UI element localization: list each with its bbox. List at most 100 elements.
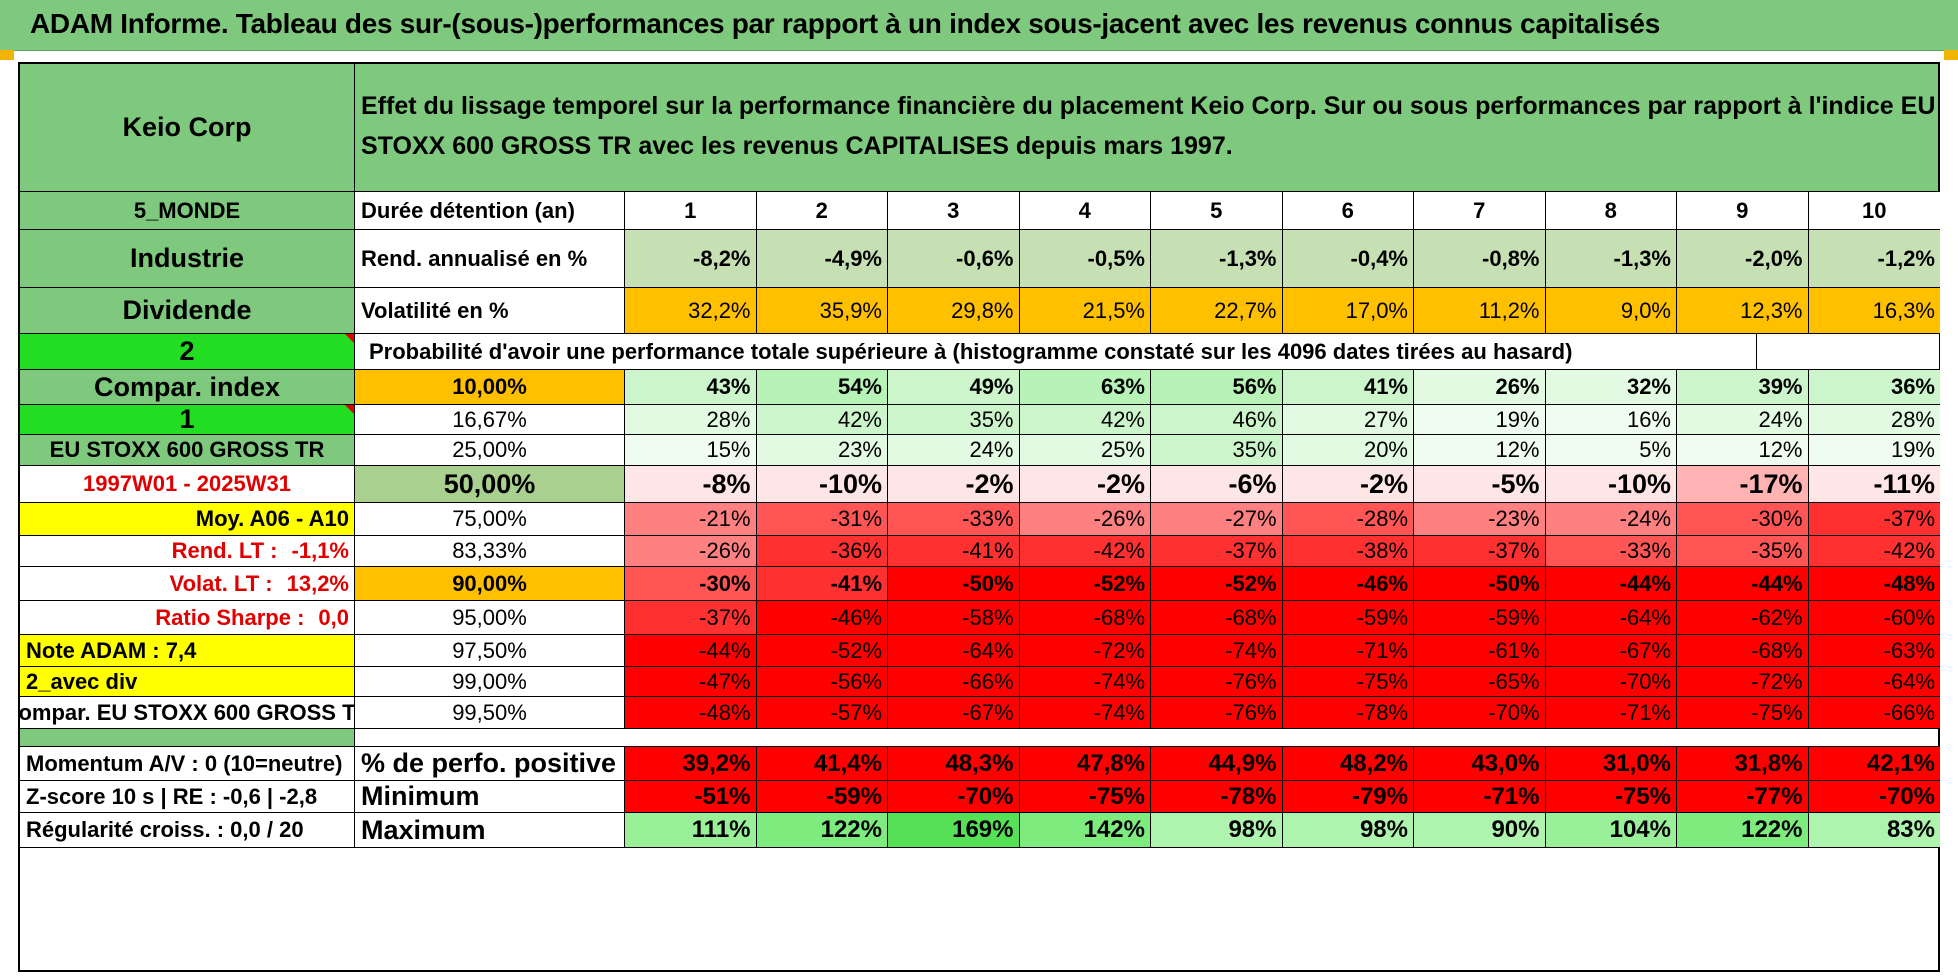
probability-value: 46%	[1151, 405, 1283, 435]
threshold-value: 90,00%	[355, 567, 625, 601]
rend-value: -8,2%	[625, 230, 757, 288]
probability-value: -44%	[1545, 567, 1677, 601]
probability-value: -66%	[888, 667, 1020, 697]
compar-full-label: Compar. EU STOXX 600 GROSS TR	[20, 697, 355, 729]
year-header: 4	[1019, 192, 1151, 230]
probability-value: 41%	[1282, 370, 1414, 405]
probability-value: -74%	[1151, 635, 1283, 667]
probability-value: 19%	[1414, 405, 1546, 435]
avec-div-label: 2_avec div	[20, 667, 355, 697]
year-header: 5	[1151, 192, 1283, 230]
probability-value: 16%	[1545, 405, 1677, 435]
probability-value: 28%	[625, 405, 757, 435]
title-bar: ADAM Informe. Tableau des sur-(sous-)per…	[0, 0, 1958, 51]
probability-value: 32%	[1545, 370, 1677, 405]
maximum-value: 122%	[756, 813, 888, 848]
probability-value: 24%	[888, 435, 1020, 466]
volatility-value: 9,0%	[1545, 288, 1677, 334]
row-label-minimum: Minimum	[355, 781, 625, 813]
row-label-vol: Volatilité en %	[355, 288, 625, 334]
rend-value: -0,5%	[1019, 230, 1151, 288]
year-header: 6	[1282, 192, 1414, 230]
pct-positive-value: 39,2%	[625, 747, 757, 781]
sharpe-ratio-label: Ratio Sharpe :	[155, 604, 305, 630]
probability-value: -71%	[1545, 697, 1677, 729]
note-adam: Note ADAM : 7,4	[20, 635, 355, 667]
volatility-value: 32,2%	[625, 288, 757, 334]
volatility-value: 35,9%	[756, 288, 888, 334]
probability-value: -30%	[625, 567, 757, 601]
year-header: 7	[1414, 192, 1546, 230]
zone-label: 5_MONDE	[20, 192, 355, 230]
probability-value: 24%	[1677, 405, 1809, 435]
zscore-label: Z-score 10 s | RE : -0,6 | -2,8	[20, 781, 355, 813]
probability-value: -10%	[756, 466, 888, 503]
probability-value: 12%	[1677, 435, 1809, 466]
probability-value: -59%	[1414, 601, 1546, 635]
regularite-label: Régularité croiss. : 0,0 / 20	[20, 813, 355, 848]
row-label-pct-pos: % de perfo. positive	[355, 747, 625, 781]
minimum-value: -75%	[1019, 781, 1151, 813]
probability-value: -33%	[888, 503, 1020, 536]
probability-value: -10%	[1545, 466, 1677, 503]
maximum-value: 122%	[1677, 813, 1809, 848]
probability-value: -23%	[1414, 503, 1546, 536]
probability-value: -6%	[1151, 466, 1283, 503]
probability-value: -65%	[1414, 667, 1546, 697]
probability-value: 43%	[625, 370, 757, 405]
probability-value: -72%	[1019, 635, 1151, 667]
separator-left	[20, 729, 355, 747]
probability-value: -57%	[756, 697, 888, 729]
threshold-value: 99,00%	[355, 667, 625, 697]
probability-value: 12%	[1414, 435, 1546, 466]
probability-value: -56%	[756, 667, 888, 697]
threshold-value: 95,00%	[355, 601, 625, 635]
pct-positive-value: 48,2%	[1282, 747, 1414, 781]
probability-value: -50%	[888, 567, 1020, 601]
minimum-value: -59%	[756, 781, 888, 813]
probability-value: -36%	[756, 536, 888, 567]
volat-lt-value: 13,2%	[286, 570, 349, 596]
probability-value: -75%	[1282, 667, 1414, 697]
maximum-value: 169%	[888, 813, 1020, 848]
probability-value: 42%	[756, 405, 888, 435]
sharpe-ratio-value: 0,0	[318, 604, 349, 630]
probability-value: -37%	[1151, 536, 1283, 567]
pct-positive-value: 44,9%	[1151, 747, 1283, 781]
maximum-value: 98%	[1151, 813, 1283, 848]
pct-positive-value: 47,8%	[1019, 747, 1151, 781]
volat-lt-cell: Volat. LT : 13,2%	[20, 567, 355, 601]
year-header: 3	[888, 192, 1020, 230]
probability-value: -2%	[888, 466, 1020, 503]
threshold-value: 97,50%	[355, 635, 625, 667]
minimum-value: -70%	[1808, 781, 1940, 813]
probability-value: -64%	[1545, 601, 1677, 635]
year-header: 9	[1677, 192, 1809, 230]
probability-value: -24%	[1545, 503, 1677, 536]
probability-value: -76%	[1151, 667, 1283, 697]
maximum-value: 83%	[1808, 813, 1940, 848]
probability-value: -41%	[888, 536, 1020, 567]
rend-value: -1,3%	[1545, 230, 1677, 288]
sector-label: Industrie	[20, 230, 355, 288]
threshold-value: 50,00%	[355, 466, 625, 503]
rend-value: -2,0%	[1677, 230, 1809, 288]
description-header: Effet du lissage temporel sur la perform…	[355, 64, 1938, 192]
probability-value: -67%	[888, 697, 1020, 729]
row-label-maximum: Maximum	[355, 813, 625, 848]
probability-value: -27%	[1151, 503, 1283, 536]
probability-value: -37%	[625, 601, 757, 635]
maximum-value: 98%	[1282, 813, 1414, 848]
probability-value: -60%	[1808, 601, 1940, 635]
probability-value: 5%	[1545, 435, 1677, 466]
probability-value: 28%	[1808, 405, 1940, 435]
probability-value: -28%	[1282, 503, 1414, 536]
selector-dropdown-a[interactable]: 2	[20, 334, 355, 370]
probability-value: -70%	[1545, 667, 1677, 697]
probability-value: -35%	[1677, 536, 1809, 567]
probability-value: -8%	[625, 466, 757, 503]
selector-dropdown-b[interactable]: 1	[20, 405, 355, 435]
threshold-value: 75,00%	[355, 503, 625, 536]
probability-value: -72%	[1677, 667, 1809, 697]
probability-value: -47%	[625, 667, 757, 697]
